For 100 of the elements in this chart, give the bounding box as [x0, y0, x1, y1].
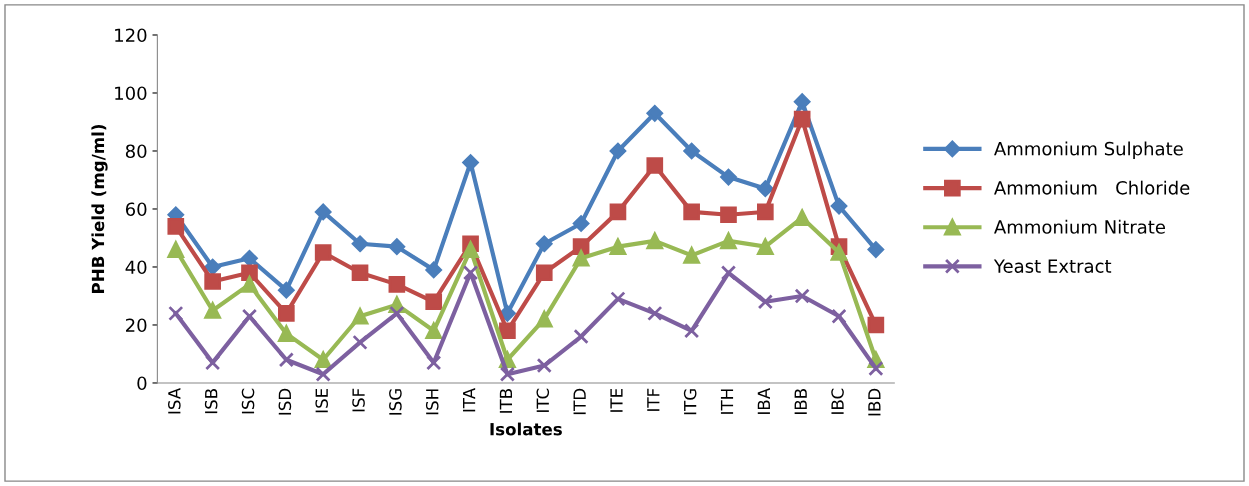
point [388, 276, 406, 293]
point [720, 232, 737, 250]
point [646, 157, 664, 174]
point [683, 323, 700, 339]
y-tick-label: 20 [126, 318, 147, 333]
x-tick-label: ISB [204, 389, 218, 414]
x-tick-label: ISA [168, 387, 181, 414]
point [278, 281, 295, 299]
point [204, 302, 221, 319]
legend-label: Ammonium Nitrate [994, 219, 1166, 234]
point [425, 261, 442, 279]
x-tick-label: ISH [425, 389, 439, 415]
y-tick-label: 60 [125, 202, 147, 217]
point [573, 328, 589, 345]
y-tick-label: 120 [115, 28, 147, 43]
x-tick-label: IBC [831, 388, 844, 414]
point [794, 288, 810, 304]
point [830, 244, 848, 261]
x-tick-label: IBA [757, 387, 770, 414]
y-axis-title: PHB Yield (mg/ml) [91, 124, 108, 293]
point [388, 238, 406, 255]
point [572, 215, 590, 232]
point [499, 366, 516, 382]
point [204, 273, 221, 290]
point [462, 241, 479, 258]
point [647, 305, 663, 322]
x-tick-label: ITA [463, 387, 476, 412]
point [314, 351, 332, 369]
point [241, 276, 258, 293]
x-tick-label: IBD [868, 388, 881, 416]
x-tick-label: ITF [647, 388, 660, 411]
legend-label: Ammonium Chloride [994, 180, 1190, 195]
x-tick-label: ISE [315, 388, 329, 413]
point [535, 310, 553, 328]
y-tick-label: 80 [125, 144, 147, 159]
point [868, 360, 884, 377]
point [610, 291, 626, 307]
point [241, 250, 258, 267]
x-tick-label: ISG [389, 389, 402, 415]
legend-label: Ammonium Sulphate [994, 141, 1183, 160]
point [683, 203, 700, 221]
point [351, 307, 369, 325]
x-tick-label: ITH [720, 389, 734, 414]
point [315, 366, 331, 382]
point [314, 244, 332, 261]
point [572, 238, 590, 256]
x-tick-label: ITC [536, 388, 550, 412]
point [205, 355, 221, 371]
x-tick-label: ISD [278, 388, 292, 415]
point [757, 294, 773, 310]
point [720, 265, 737, 281]
x-tick-label: ITD [573, 388, 586, 415]
point [351, 264, 369, 282]
x-axis-title: Isolates [490, 422, 562, 436]
point [425, 322, 443, 340]
point [756, 238, 774, 256]
point [462, 154, 479, 171]
point [720, 206, 737, 224]
point [756, 203, 774, 221]
x-tick-label: ITG [683, 389, 697, 415]
point [278, 325, 295, 343]
legend-label: Yeast Extract [993, 259, 1112, 273]
point [757, 180, 774, 197]
y-tick-label: 100 [115, 86, 147, 101]
point [314, 203, 332, 221]
point [683, 247, 700, 264]
point [389, 305, 405, 322]
point [793, 209, 811, 227]
point [793, 110, 811, 128]
point [609, 203, 627, 221]
y-tick-label: 0 [137, 376, 147, 391]
x-tick-label: ITE [610, 388, 623, 412]
point [204, 258, 221, 276]
point [831, 308, 847, 324]
point [462, 265, 479, 281]
point [425, 293, 443, 311]
point [536, 357, 552, 374]
point [535, 264, 553, 282]
x-tick-label: ISC [241, 388, 255, 414]
point [830, 197, 848, 215]
point [720, 168, 737, 186]
point [352, 334, 368, 351]
point [572, 249, 590, 267]
point [646, 232, 664, 250]
point [646, 105, 664, 122]
point [168, 305, 184, 322]
point [535, 235, 553, 253]
x-tick-label: IBB [794, 389, 807, 414]
point [793, 93, 811, 110]
y-tick-label: 40 [125, 260, 147, 275]
x-tick-label: ITB [499, 389, 513, 413]
point [867, 241, 885, 258]
point [278, 352, 294, 368]
point [499, 305, 516, 322]
point [167, 241, 185, 258]
point [683, 142, 700, 160]
point [609, 238, 627, 256]
point [351, 235, 369, 253]
point [241, 308, 258, 324]
point [867, 316, 885, 334]
